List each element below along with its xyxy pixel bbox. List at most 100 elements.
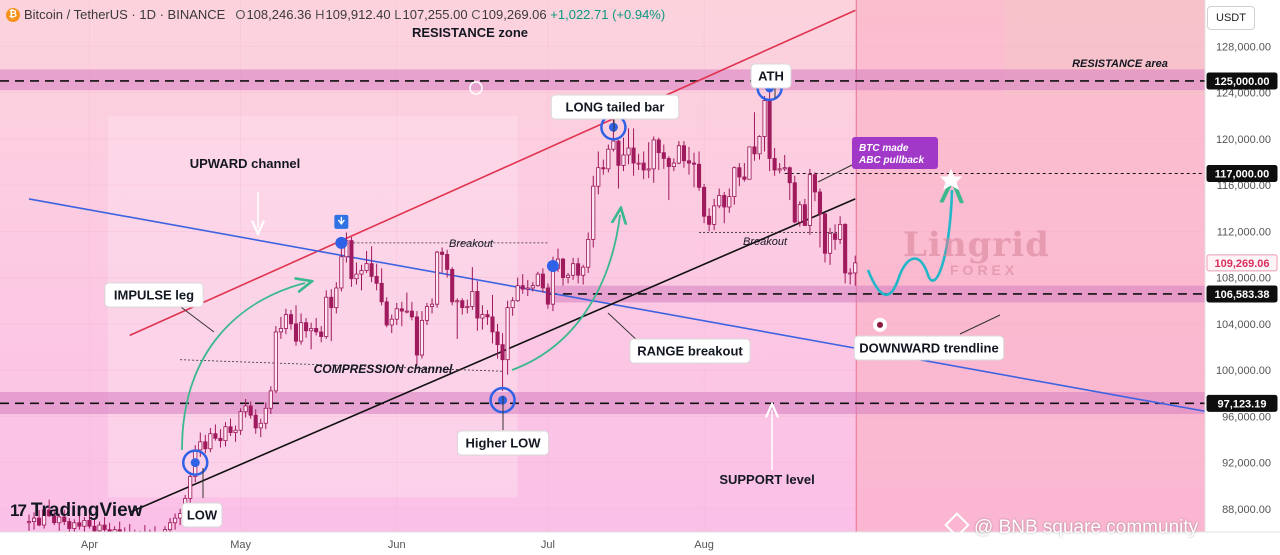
x-tick-label: May <box>230 539 251 551</box>
candle-body <box>273 331 278 392</box>
annotation-breakout: Breakout <box>743 236 788 248</box>
candle-body <box>611 140 616 150</box>
candle-body <box>581 266 586 276</box>
annotation-higher-low-box <box>457 430 549 456</box>
candle-body <box>339 256 344 289</box>
y-tick-label: 128,000.00 <box>1216 41 1271 53</box>
candle-body <box>399 308 404 312</box>
y-tick-label: 92,000.00 <box>1222 458 1271 470</box>
candle-body <box>253 414 258 429</box>
candle-body <box>268 390 273 409</box>
candle-body <box>228 426 233 433</box>
change-value: +1,022.71 (+0.94%) <box>550 7 666 22</box>
symbol-title[interactable]: Bitcoin / TetherUS · 1D · BINANCE <box>24 7 226 22</box>
candle-body <box>359 270 364 275</box>
annotation-compression-channel: COMPRESSION channel <box>314 362 453 376</box>
price-tag-box <box>1206 164 1278 182</box>
price-tag-box <box>1206 72 1278 90</box>
author-watermark-sub: FOREX <box>950 262 1019 278</box>
tradingview-logo-text: TradingView <box>30 500 143 521</box>
candle-body <box>681 145 686 162</box>
candle-body <box>525 287 530 290</box>
y-tick-label: 116,000.00 <box>1217 180 1271 192</box>
candle-body <box>691 162 697 165</box>
candle-body <box>782 167 787 170</box>
candle-body <box>283 314 288 329</box>
author-watermark: Lingrid <box>903 225 1050 265</box>
price-tag-box <box>1206 254 1278 272</box>
candle-body <box>848 272 853 275</box>
price-tag-box <box>1206 394 1278 412</box>
candle-body <box>26 521 32 524</box>
time-axis <box>0 532 1280 555</box>
candle-body <box>661 152 666 159</box>
open-label: O <box>235 7 246 22</box>
annotation-long-tailed-bar: LONG tailed bar <box>566 100 665 115</box>
candle-body <box>656 139 661 154</box>
range-pointer <box>607 312 641 344</box>
candle-body <box>515 285 520 302</box>
tradingview-logo[interactable]: 17 TradingView <box>10 500 143 522</box>
candle-body <box>495 331 500 346</box>
candle-body <box>440 251 445 255</box>
compression-line <box>180 359 503 372</box>
annotation-impulse-leg: IMPULSE leg <box>114 288 194 303</box>
candle-body <box>676 145 681 164</box>
annotation-range-breakout-box <box>629 338 751 364</box>
candle-body <box>707 215 712 225</box>
candle-body <box>752 146 757 155</box>
ohlc-readout: O108,246.36 H109,912.40 L107,255.00 C109… <box>235 7 665 22</box>
candle-body <box>414 316 419 356</box>
candle-body <box>802 204 807 226</box>
candle-body <box>833 233 838 240</box>
annotation-abc-badge: BTC made <box>859 143 909 154</box>
candle-body <box>732 167 737 198</box>
candle-body <box>591 185 596 240</box>
badge-pointer <box>817 161 859 183</box>
alert-down-icon <box>469 81 483 95</box>
candle-body <box>545 287 550 305</box>
candle-body <box>510 300 515 309</box>
price-axis <box>1205 0 1280 555</box>
y-tick-label: 112,000.00 <box>1217 226 1271 238</box>
candle-body <box>616 140 621 166</box>
candle-body <box>712 205 717 225</box>
annotation-resistance-zone: RESISTANCE zone <box>412 25 528 40</box>
candle-body <box>369 263 374 277</box>
high-value: 109,912.40 <box>325 7 391 22</box>
annotation-impulse-leg-box <box>104 282 204 308</box>
candle-body <box>445 254 450 270</box>
currency-button[interactable]: USDT <box>1207 6 1255 30</box>
candle-body <box>762 100 767 137</box>
x-tick-label: Apr <box>81 539 98 551</box>
zone-band <box>0 69 1205 91</box>
candle-body <box>304 322 309 332</box>
y-tick-label: 124,000.00 <box>1216 88 1271 100</box>
candle-body <box>455 300 460 303</box>
candle-body <box>419 319 425 356</box>
long-tail-marker-dot <box>608 122 618 132</box>
candle-body <box>601 167 606 170</box>
y-tick-label: 104,000.00 <box>1216 319 1271 331</box>
trendline <box>129 9 856 337</box>
candle-body <box>792 182 797 223</box>
candle-body <box>505 307 510 361</box>
candle-body <box>42 509 47 526</box>
projection-path <box>866 190 952 297</box>
candle-body <box>52 515 57 524</box>
candle-body <box>92 525 97 532</box>
price-tag-box <box>1206 285 1278 303</box>
candle-body <box>817 191 823 215</box>
low-label: L <box>394 7 402 22</box>
candle-body <box>243 405 248 413</box>
candle-body <box>727 196 732 208</box>
annotation-downward-trendline-box <box>853 335 1005 361</box>
candle-body <box>475 291 480 319</box>
candle-body <box>797 204 802 223</box>
breakout-dot <box>335 236 348 249</box>
high-label: H <box>315 7 325 22</box>
candle-body <box>636 162 641 165</box>
annotation-ath: ATH <box>758 69 784 84</box>
